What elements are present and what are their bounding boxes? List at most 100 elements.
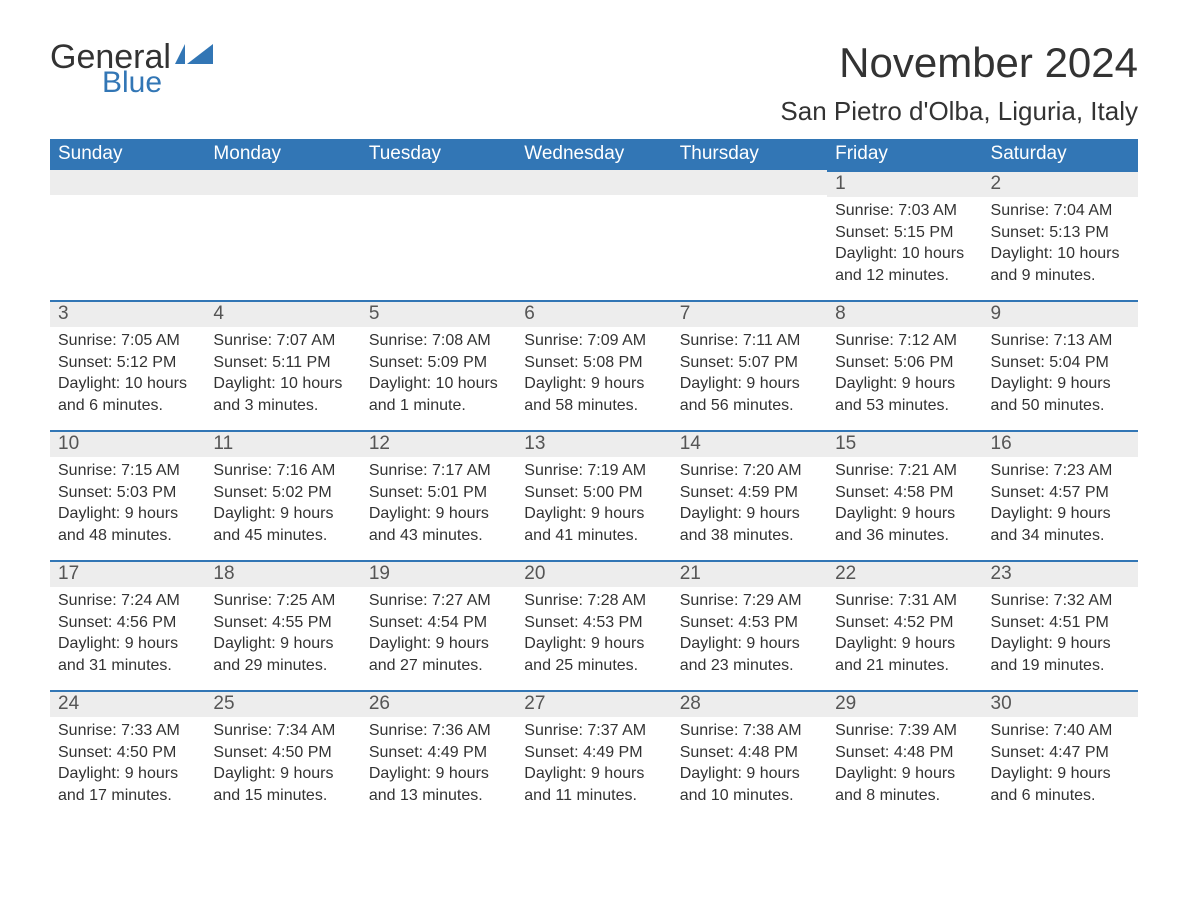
calendar-cell: 1Sunrise: 7:03 AMSunset: 5:15 PMDaylight… [827,170,982,300]
day-number-bar: 22 [827,560,982,587]
logo-text-block: General Blue [50,40,171,98]
daylight-text: Daylight: 9 hours and 34 minutes. [991,503,1130,546]
sunset-text: Sunset: 5:00 PM [524,482,663,504]
daylight-text: Daylight: 9 hours and 15 minutes. [213,763,352,806]
day-number-bar: 16 [983,430,1138,457]
day-content: Sunrise: 7:12 AMSunset: 5:06 PMDaylight:… [827,327,982,420]
day-content: Sunrise: 7:17 AMSunset: 5:01 PMDaylight:… [361,457,516,550]
page: General Blue November 2024 San Pietro d'… [0,0,1188,918]
calendar-week: 1Sunrise: 7:03 AMSunset: 5:15 PMDaylight… [50,170,1138,300]
calendar-cell: 5Sunrise: 7:08 AMSunset: 5:09 PMDaylight… [361,300,516,430]
daylight-text: Daylight: 9 hours and 8 minutes. [835,763,974,806]
weekday-header: Sunday [50,139,205,170]
flag-icon [175,44,213,70]
day-content: Sunrise: 7:29 AMSunset: 4:53 PMDaylight:… [672,587,827,680]
calendar-cell [516,170,671,300]
daylight-text: Daylight: 9 hours and 11 minutes. [524,763,663,806]
title-month: November 2024 [780,40,1138,86]
calendar-week: 24Sunrise: 7:33 AMSunset: 4:50 PMDayligh… [50,690,1138,820]
day-number-bar: 24 [50,690,205,717]
day-number-bar: 23 [983,560,1138,587]
calendar-cell: 10Sunrise: 7:15 AMSunset: 5:03 PMDayligh… [50,430,205,560]
daylight-text: Daylight: 9 hours and 53 minutes. [835,373,974,416]
daylight-text: Daylight: 9 hours and 21 minutes. [835,633,974,676]
sunrise-text: Sunrise: 7:13 AM [991,330,1130,352]
day-content: Sunrise: 7:21 AMSunset: 4:58 PMDaylight:… [827,457,982,550]
day-content: Sunrise: 7:34 AMSunset: 4:50 PMDaylight:… [205,717,360,810]
calendar-cell: 22Sunrise: 7:31 AMSunset: 4:52 PMDayligh… [827,560,982,690]
day-number-bar: 17 [50,560,205,587]
daylight-text: Daylight: 10 hours and 12 minutes. [835,243,974,286]
sunset-text: Sunset: 5:01 PM [369,482,508,504]
day-number-bar: 1 [827,170,982,197]
day-number-bar: 7 [672,300,827,327]
sunset-text: Sunset: 4:48 PM [835,742,974,764]
calendar-cell: 8Sunrise: 7:12 AMSunset: 5:06 PMDaylight… [827,300,982,430]
sunset-text: Sunset: 4:58 PM [835,482,974,504]
sunset-text: Sunset: 5:04 PM [991,352,1130,374]
sunrise-text: Sunrise: 7:29 AM [680,590,819,612]
sunrise-text: Sunrise: 7:39 AM [835,720,974,742]
day-number-bar: 28 [672,690,827,717]
day-content: Sunrise: 7:13 AMSunset: 5:04 PMDaylight:… [983,327,1138,420]
calendar-cell: 12Sunrise: 7:17 AMSunset: 5:01 PMDayligh… [361,430,516,560]
day-content: Sunrise: 7:11 AMSunset: 5:07 PMDaylight:… [672,327,827,420]
day-number-bar: 8 [827,300,982,327]
day-content: Sunrise: 7:08 AMSunset: 5:09 PMDaylight:… [361,327,516,420]
calendar-cell: 20Sunrise: 7:28 AMSunset: 4:53 PMDayligh… [516,560,671,690]
day-number-bar: 15 [827,430,982,457]
calendar-week: 10Sunrise: 7:15 AMSunset: 5:03 PMDayligh… [50,430,1138,560]
sunrise-text: Sunrise: 7:12 AM [835,330,974,352]
day-number-bar: 5 [361,300,516,327]
daylight-text: Daylight: 9 hours and 41 minutes. [524,503,663,546]
day-number-bar-blank [361,170,516,195]
daylight-text: Daylight: 9 hours and 6 minutes. [991,763,1130,806]
calendar-header: SundayMondayTuesdayWednesdayThursdayFrid… [50,139,1138,170]
day-number-bar: 14 [672,430,827,457]
day-number-bar: 20 [516,560,671,587]
daylight-text: Daylight: 10 hours and 3 minutes. [213,373,352,416]
day-number-bar: 11 [205,430,360,457]
daylight-text: Daylight: 9 hours and 25 minutes. [524,633,663,676]
day-content: Sunrise: 7:39 AMSunset: 4:48 PMDaylight:… [827,717,982,810]
calendar-cell [205,170,360,300]
day-number-bar-blank [516,170,671,195]
title-location: San Pietro d'Olba, Liguria, Italy [780,96,1138,127]
day-number-bar: 12 [361,430,516,457]
daylight-text: Daylight: 9 hours and 19 minutes. [991,633,1130,676]
calendar-cell: 17Sunrise: 7:24 AMSunset: 4:56 PMDayligh… [50,560,205,690]
calendar-cell: 18Sunrise: 7:25 AMSunset: 4:55 PMDayligh… [205,560,360,690]
calendar-cell: 28Sunrise: 7:38 AMSunset: 4:48 PMDayligh… [672,690,827,820]
calendar-cell [672,170,827,300]
sunset-text: Sunset: 5:02 PM [213,482,352,504]
sunset-text: Sunset: 5:13 PM [991,222,1130,244]
calendar-cell: 15Sunrise: 7:21 AMSunset: 4:58 PMDayligh… [827,430,982,560]
daylight-text: Daylight: 9 hours and 27 minutes. [369,633,508,676]
day-content: Sunrise: 7:36 AMSunset: 4:49 PMDaylight:… [361,717,516,810]
day-content: Sunrise: 7:31 AMSunset: 4:52 PMDaylight:… [827,587,982,680]
weekday-header: Friday [827,139,982,170]
sunrise-text: Sunrise: 7:04 AM [991,200,1130,222]
calendar-cell: 13Sunrise: 7:19 AMSunset: 5:00 PMDayligh… [516,430,671,560]
sunrise-text: Sunrise: 7:08 AM [369,330,508,352]
calendar-cell: 2 Sunrise: 7:04 AMSunset: 5:13 PMDaylight… [983,170,1138,300]
day-content: Sunrise: 7:20 AMSunset: 4:59 PMDaylight:… [672,457,827,550]
logo-text-sub: Blue [102,68,171,98]
sunrise-text: Sunrise: 7:11 AM [680,330,819,352]
day-number-bar: 26 [361,690,516,717]
sunset-text: Sunset: 5:15 PM [835,222,974,244]
sunset-text: Sunset: 4:49 PM [524,742,663,764]
daylight-text: Daylight: 10 hours and 9 minutes. [991,243,1130,286]
day-content: Sunrise: 7:03 AMSunset: 5:15 PMDaylight:… [827,197,982,290]
daylight-text: Daylight: 9 hours and 17 minutes. [58,763,197,806]
sunset-text: Sunset: 4:53 PM [524,612,663,634]
sunset-text: Sunset: 4:52 PM [835,612,974,634]
day-content: Sunrise: 7:19 AMSunset: 5:00 PMDaylight:… [516,457,671,550]
sunrise-text: Sunrise: 7:09 AM [524,330,663,352]
sunset-text: Sunset: 5:09 PM [369,352,508,374]
weekday-header: Saturday [983,139,1138,170]
weekday-header: Tuesday [361,139,516,170]
calendar-cell: 25Sunrise: 7:34 AMSunset: 4:50 PMDayligh… [205,690,360,820]
day-number-bar: 2 [983,170,1138,197]
sunrise-text: Sunrise: 7:23 AM [991,460,1130,482]
